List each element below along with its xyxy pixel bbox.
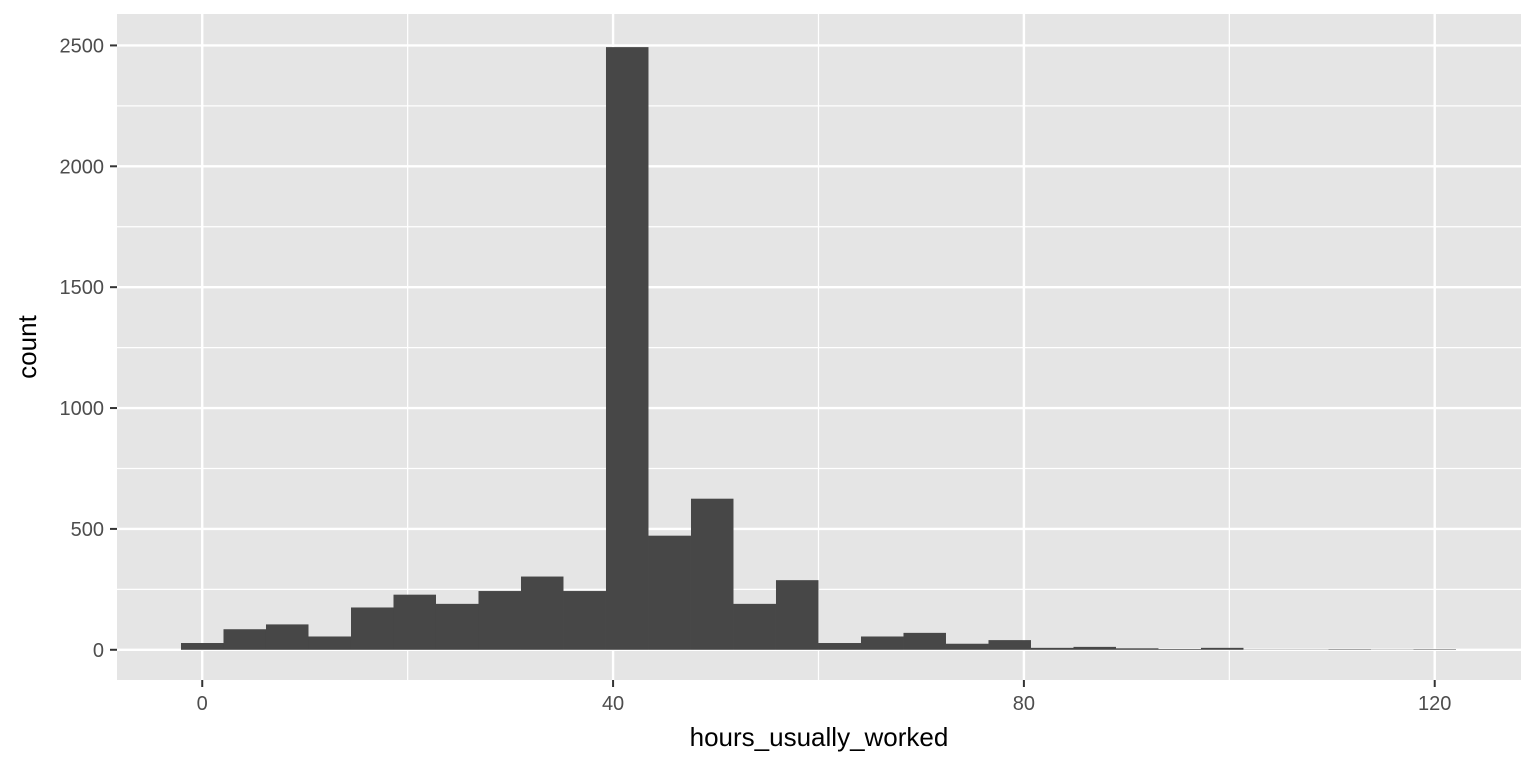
histogram-bar [1030, 647, 1074, 650]
y-tick-label: 1500 [60, 277, 105, 299]
histogram-bar [393, 594, 436, 650]
y-axis-title: count [12, 314, 42, 378]
histogram-bar [1158, 649, 1201, 650]
histogram-bars [180, 47, 1456, 650]
histogram-bar [818, 643, 861, 650]
x-axis-title: hours_usually_worked [690, 722, 949, 752]
histogram-bar [690, 498, 734, 650]
histogram-bar [223, 629, 266, 650]
histogram-bar [308, 636, 351, 650]
histogram-bar [605, 47, 649, 650]
x-tick-label: 80 [1013, 693, 1035, 715]
y-tick-label: 500 [71, 519, 104, 541]
y-tick-label: 1000 [60, 398, 105, 420]
minor-gridlines [117, 14, 1521, 680]
histogram-bar [563, 591, 606, 650]
histogram-bar [1115, 648, 1159, 650]
x-tick-label: 0 [197, 693, 208, 715]
y-tick-label: 2000 [60, 156, 105, 178]
histogram-bar [860, 636, 904, 650]
histogram-bar [775, 580, 819, 650]
axis-ticks [110, 44, 1436, 687]
histogram-bar [1073, 646, 1116, 650]
histogram-bar [265, 624, 309, 650]
y-tick-label: 0 [93, 640, 104, 662]
histogram-bar [478, 591, 521, 650]
histogram-bar [350, 607, 394, 650]
histogram-bar [180, 643, 224, 650]
x-tick-labels: 0 40 80 120 [197, 693, 1452, 715]
histogram-bar [648, 535, 691, 650]
x-tick-label: 40 [602, 693, 624, 715]
histogram-bar [903, 632, 946, 650]
histogram-bar [733, 603, 776, 650]
y-tick-label: 2500 [60, 35, 105, 57]
histogram-bar [1200, 647, 1244, 650]
y-tick-labels: 0 500 1000 1500 2000 2500 [60, 35, 105, 661]
histogram-bar [520, 576, 564, 650]
histogram-bar [945, 643, 989, 650]
x-tick-label: 120 [1418, 693, 1451, 715]
histogram-bar [988, 640, 1031, 650]
histogram-bar [435, 603, 479, 650]
